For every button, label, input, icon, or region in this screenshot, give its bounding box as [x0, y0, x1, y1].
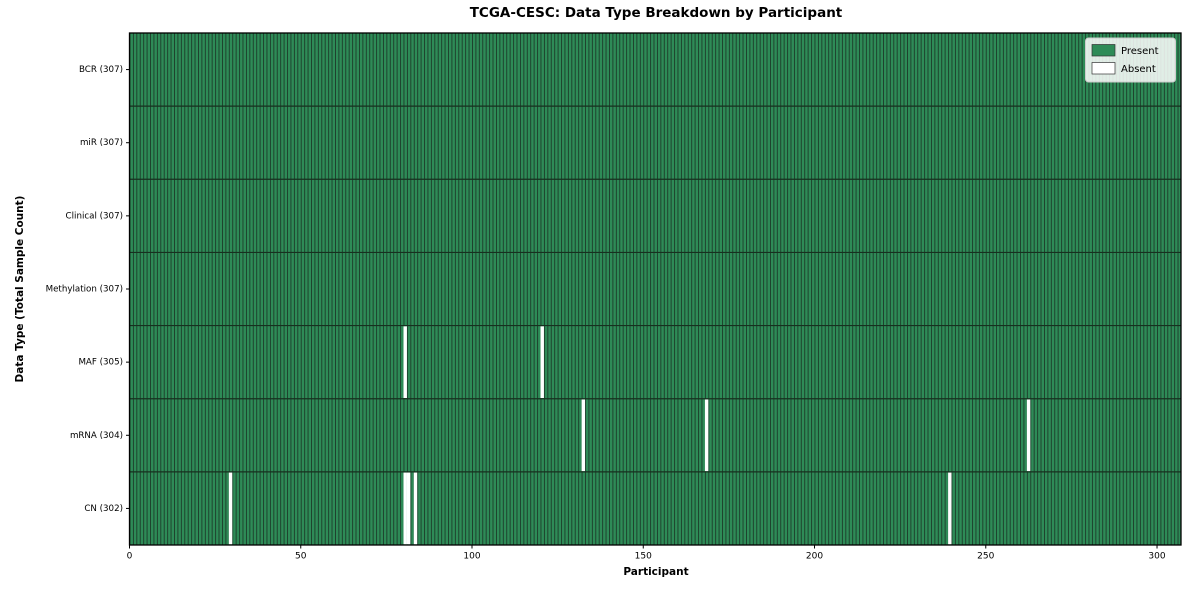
- y-tick-label-Methylation: Methylation (307): [46, 285, 123, 295]
- chart-title: TCGA-CESC: Data Type Breakdown by Partic…: [469, 5, 843, 21]
- absent-cell-CN-29: [228, 472, 233, 545]
- legend-label-present: Present: [1121, 46, 1159, 57]
- absent-cell-mRNA-132: [581, 399, 586, 472]
- y-tick-label-miR: miR (307): [80, 138, 123, 148]
- x-tick-label: 200: [806, 552, 823, 562]
- absent-cell-CN-81: [406, 472, 411, 545]
- y-tick-label-MAF: MAF (305): [78, 358, 123, 368]
- absent-cell-MAF-80: [403, 326, 407, 399]
- legend-swatch-absent: [1091, 62, 1116, 75]
- legend-swatch-present: [1091, 44, 1116, 57]
- y-tick-label-CN: CN (302): [84, 504, 123, 514]
- absent-cell-mRNA-168: [704, 399, 709, 472]
- x-tick-label: 150: [635, 552, 652, 562]
- legend: Present Absent: [1085, 37, 1176, 83]
- x-tick-label: 100: [463, 552, 480, 562]
- x-tick-label: 250: [977, 552, 994, 562]
- absent-cell-mRNA-262: [1026, 399, 1031, 472]
- x-axis-label: Participant: [623, 566, 689, 578]
- absent-cell-CN-239: [948, 472, 952, 545]
- legend-label-absent: Absent: [1121, 64, 1156, 75]
- absent-cell-CN-83: [413, 472, 418, 545]
- absent-cell-MAF-120: [540, 326, 544, 399]
- x-tick-label: 300: [1148, 552, 1165, 562]
- x-tick-label: 0: [127, 552, 133, 562]
- y-tick-label-BCR: BCR (307): [79, 65, 123, 75]
- presence-matrix: [129, 33, 1181, 545]
- y-tick-label-mRNA: mRNA (304): [70, 431, 123, 441]
- y-tick-label-Clinical: Clinical (307): [66, 211, 123, 221]
- x-tick-label: 50: [295, 552, 307, 562]
- absent-cell-CN-80: [403, 472, 407, 545]
